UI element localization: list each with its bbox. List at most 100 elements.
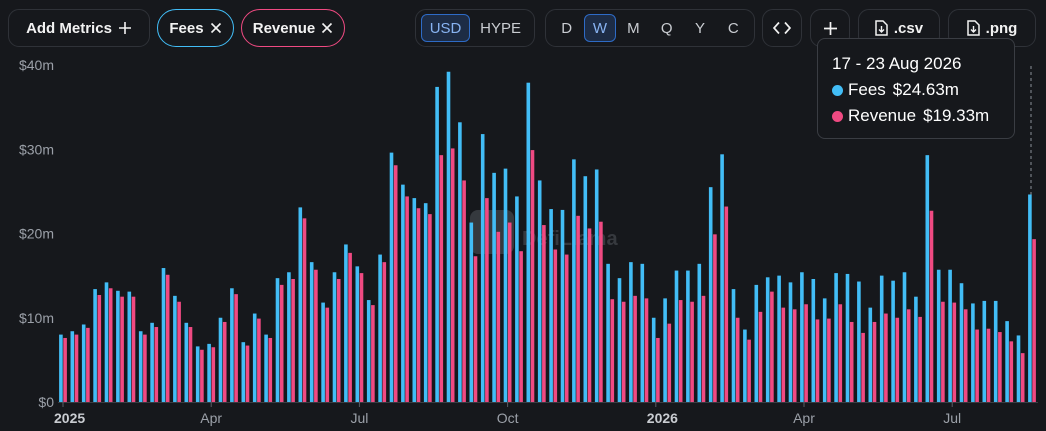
fees-bar: [686, 270, 690, 402]
revenue-bar: [542, 225, 546, 402]
revenue-bar: [724, 206, 729, 402]
revenue-bar: [314, 269, 318, 402]
revenue-bar: [872, 321, 877, 402]
period-day-option[interactable]: D: [561, 19, 573, 37]
revenue-bar: [63, 337, 67, 402]
fees-bar: [743, 329, 747, 402]
revenue-bar: [74, 334, 79, 402]
revenue-bar: [998, 332, 1002, 402]
revenue-bar: [781, 307, 786, 402]
csv-label: .csv: [893, 19, 924, 37]
fees-bar: [765, 277, 770, 402]
fees-bar: [218, 317, 223, 402]
currency-toggle: USD HYPE: [415, 9, 535, 47]
revenue-bar: [234, 294, 238, 402]
revenue-bar: [200, 349, 204, 402]
revenue-bar: [165, 274, 170, 402]
revenue-bar: [610, 299, 615, 402]
x-tick-label: Jul: [350, 410, 368, 426]
fees-bar: [857, 281, 861, 402]
fees-bar: [195, 346, 200, 402]
revenue-bar: [439, 155, 444, 402]
x-tick-label: 2026: [647, 410, 678, 426]
fees-bar: [480, 134, 485, 402]
fees-bar: [526, 82, 531, 402]
fees-bar: [275, 278, 280, 402]
period-year-option[interactable]: Y: [695, 19, 706, 37]
period-cumulative-option[interactable]: C: [727, 19, 739, 37]
revenue-bar: [188, 327, 193, 402]
revenue-bar: [599, 221, 603, 402]
file-download-icon: [875, 20, 888, 36]
fees-bar: [1028, 194, 1032, 402]
fees-bar: [446, 71, 451, 403]
tooltip-revenue-value: $19.33m: [923, 106, 990, 125]
revenue-bar: [507, 222, 512, 402]
fees-bar: [617, 278, 622, 402]
fees-bar: [879, 275, 884, 402]
period-week-option[interactable]: W: [584, 14, 616, 42]
fees-bar: [925, 155, 930, 402]
period-quarter-option[interactable]: Q: [660, 19, 673, 37]
x-tick-label: Apr: [200, 410, 222, 426]
fees-bar: [971, 303, 975, 402]
fees-bar: [298, 207, 303, 402]
file-download-icon: [966, 20, 980, 36]
revenue-bar: [633, 295, 637, 402]
tooltip-revenue-label: Revenue: [848, 106, 917, 125]
revenue-bar: [1020, 353, 1025, 402]
revenue-bar: [804, 304, 808, 402]
x-tick-label: Apr: [793, 410, 815, 426]
fees-bar: [230, 288, 234, 402]
fees-bar: [845, 273, 850, 402]
fees-bar: [902, 272, 907, 402]
fees-bar: [104, 282, 109, 402]
fees-bar: [252, 313, 257, 402]
close-icon[interactable]: [321, 22, 333, 34]
fees-bar: [412, 198, 417, 402]
fees-bar: [378, 254, 382, 402]
revenue-bar: [473, 256, 478, 402]
revenue-bar: [485, 198, 489, 402]
fees-bar: [150, 322, 154, 402]
fees-bar: [332, 272, 337, 402]
revenue-bar: [678, 300, 683, 402]
fees-bar: [674, 270, 679, 402]
fees-bar: [59, 334, 63, 402]
add-metrics-button[interactable]: Add Metrics: [8, 9, 150, 47]
fees-bar: [811, 278, 816, 402]
revenue-bar: [1009, 341, 1014, 402]
revenue-bar: [496, 231, 501, 402]
embed-button[interactable]: [762, 9, 802, 47]
revenue-bar: [143, 334, 147, 402]
fees-bar: [138, 331, 143, 402]
fees-metric-pill[interactable]: Fees: [157, 9, 234, 47]
revenue-bar: [462, 180, 466, 402]
y-tick-label: $20m: [19, 226, 54, 242]
close-icon[interactable]: [210, 22, 222, 34]
revenue-bar: [371, 305, 375, 402]
revenue-metric-pill[interactable]: Revenue: [241, 9, 345, 47]
currency-hype-option[interactable]: HYPE: [480, 19, 521, 37]
plus-icon: [118, 22, 131, 34]
revenue-bar: [895, 317, 900, 402]
revenue-bar: [906, 309, 911, 402]
y-tick-label: $30m: [19, 141, 54, 157]
period-month-option[interactable]: M: [627, 19, 640, 37]
revenue-bar: [257, 318, 261, 402]
currency-usd-option[interactable]: USD: [421, 14, 471, 42]
fees-bar: [389, 152, 394, 402]
watermark-text: DefiLlama: [522, 228, 618, 250]
revenue-bar: [587, 228, 592, 402]
revenue-bar: [929, 210, 934, 402]
tooltip-fees-value: $24.63m: [892, 80, 959, 99]
revenue-bar: [393, 165, 398, 402]
revenue-bar: [268, 337, 273, 402]
revenue-bar: [735, 317, 740, 402]
revenue-bar: [667, 323, 672, 402]
revenue-bar: [918, 316, 922, 402]
revenue-bar: [428, 214, 432, 402]
revenue-bar: [747, 339, 751, 402]
revenue-bar: [690, 301, 694, 402]
fees-bar: [355, 266, 360, 402]
